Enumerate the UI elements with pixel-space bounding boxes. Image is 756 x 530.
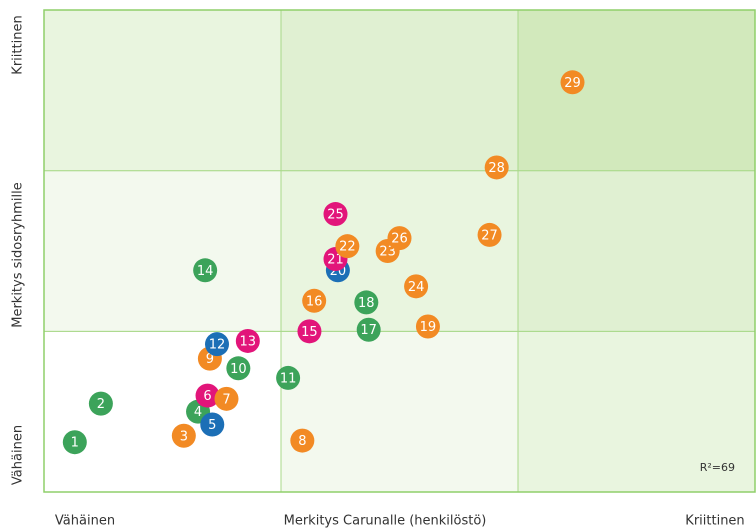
y-low-label: Vähäinen [11,425,26,485]
matrix-cell [517,330,756,493]
point-label: 18 [358,296,375,311]
point [195,383,220,408]
point [214,386,239,411]
point [484,155,509,180]
matrix-cell [280,330,519,493]
annotation: R²=69 [700,461,735,474]
x-low-label: Vähäinen [55,514,115,529]
point-label: 25 [327,208,344,223]
point-label: 29 [564,76,581,91]
point [88,391,113,416]
point [560,70,585,95]
point-label: 5 [208,418,216,433]
point [62,430,87,455]
point [323,202,348,227]
point-label: 11 [280,371,297,386]
point-label: 8 [298,434,306,449]
point-label: 9 [206,352,214,367]
point [235,328,260,353]
matrix-background [43,9,756,493]
point-label: 2 [97,397,105,412]
point-label: 17 [360,323,377,338]
point-label: 7 [222,392,230,407]
point [415,314,440,339]
point-label: 6 [203,389,211,404]
matrix-cell [43,9,282,172]
x-axis-title: Merkitys Carunalle (henkilöstö) [284,514,487,529]
point [356,317,381,342]
point-label: 22 [339,240,356,255]
point [226,356,251,381]
point-label: 4 [194,405,202,420]
y-axis-title: Merkitys sidosryhmille [11,182,26,328]
point-label: 21 [327,253,344,268]
point-label: 16 [306,294,323,309]
point [200,412,225,437]
point [290,428,315,453]
point [205,332,230,357]
point-label: 19 [420,320,437,335]
point [297,319,322,344]
matrix-cell [43,170,282,332]
point [335,234,360,259]
point [404,274,429,299]
matrix-cell [517,170,756,332]
point-label: 12 [209,338,226,353]
point-label: 26 [391,232,408,247]
point-label: 23 [379,245,396,260]
matrix-cell [280,9,519,172]
point-label: 10 [230,362,247,377]
point [477,222,502,247]
x-high-label: Kriittinen [685,514,744,529]
matrix-cell [517,9,756,172]
point-label: 27 [481,228,498,243]
point-label: 28 [488,161,505,176]
point-label: 3 [180,429,188,444]
point-label: 24 [408,280,425,295]
point [302,288,327,313]
point-label: 14 [197,264,214,279]
point [276,365,301,390]
point [387,226,412,251]
point-label: 1 [71,436,79,451]
point [193,258,218,283]
y-high-label: Kriittinen [11,15,26,74]
point-label: 15 [301,325,318,340]
matrix-cell [43,330,282,493]
point [354,290,379,315]
plot-border [43,9,756,493]
point-label: 13 [240,334,257,349]
point [171,423,196,448]
